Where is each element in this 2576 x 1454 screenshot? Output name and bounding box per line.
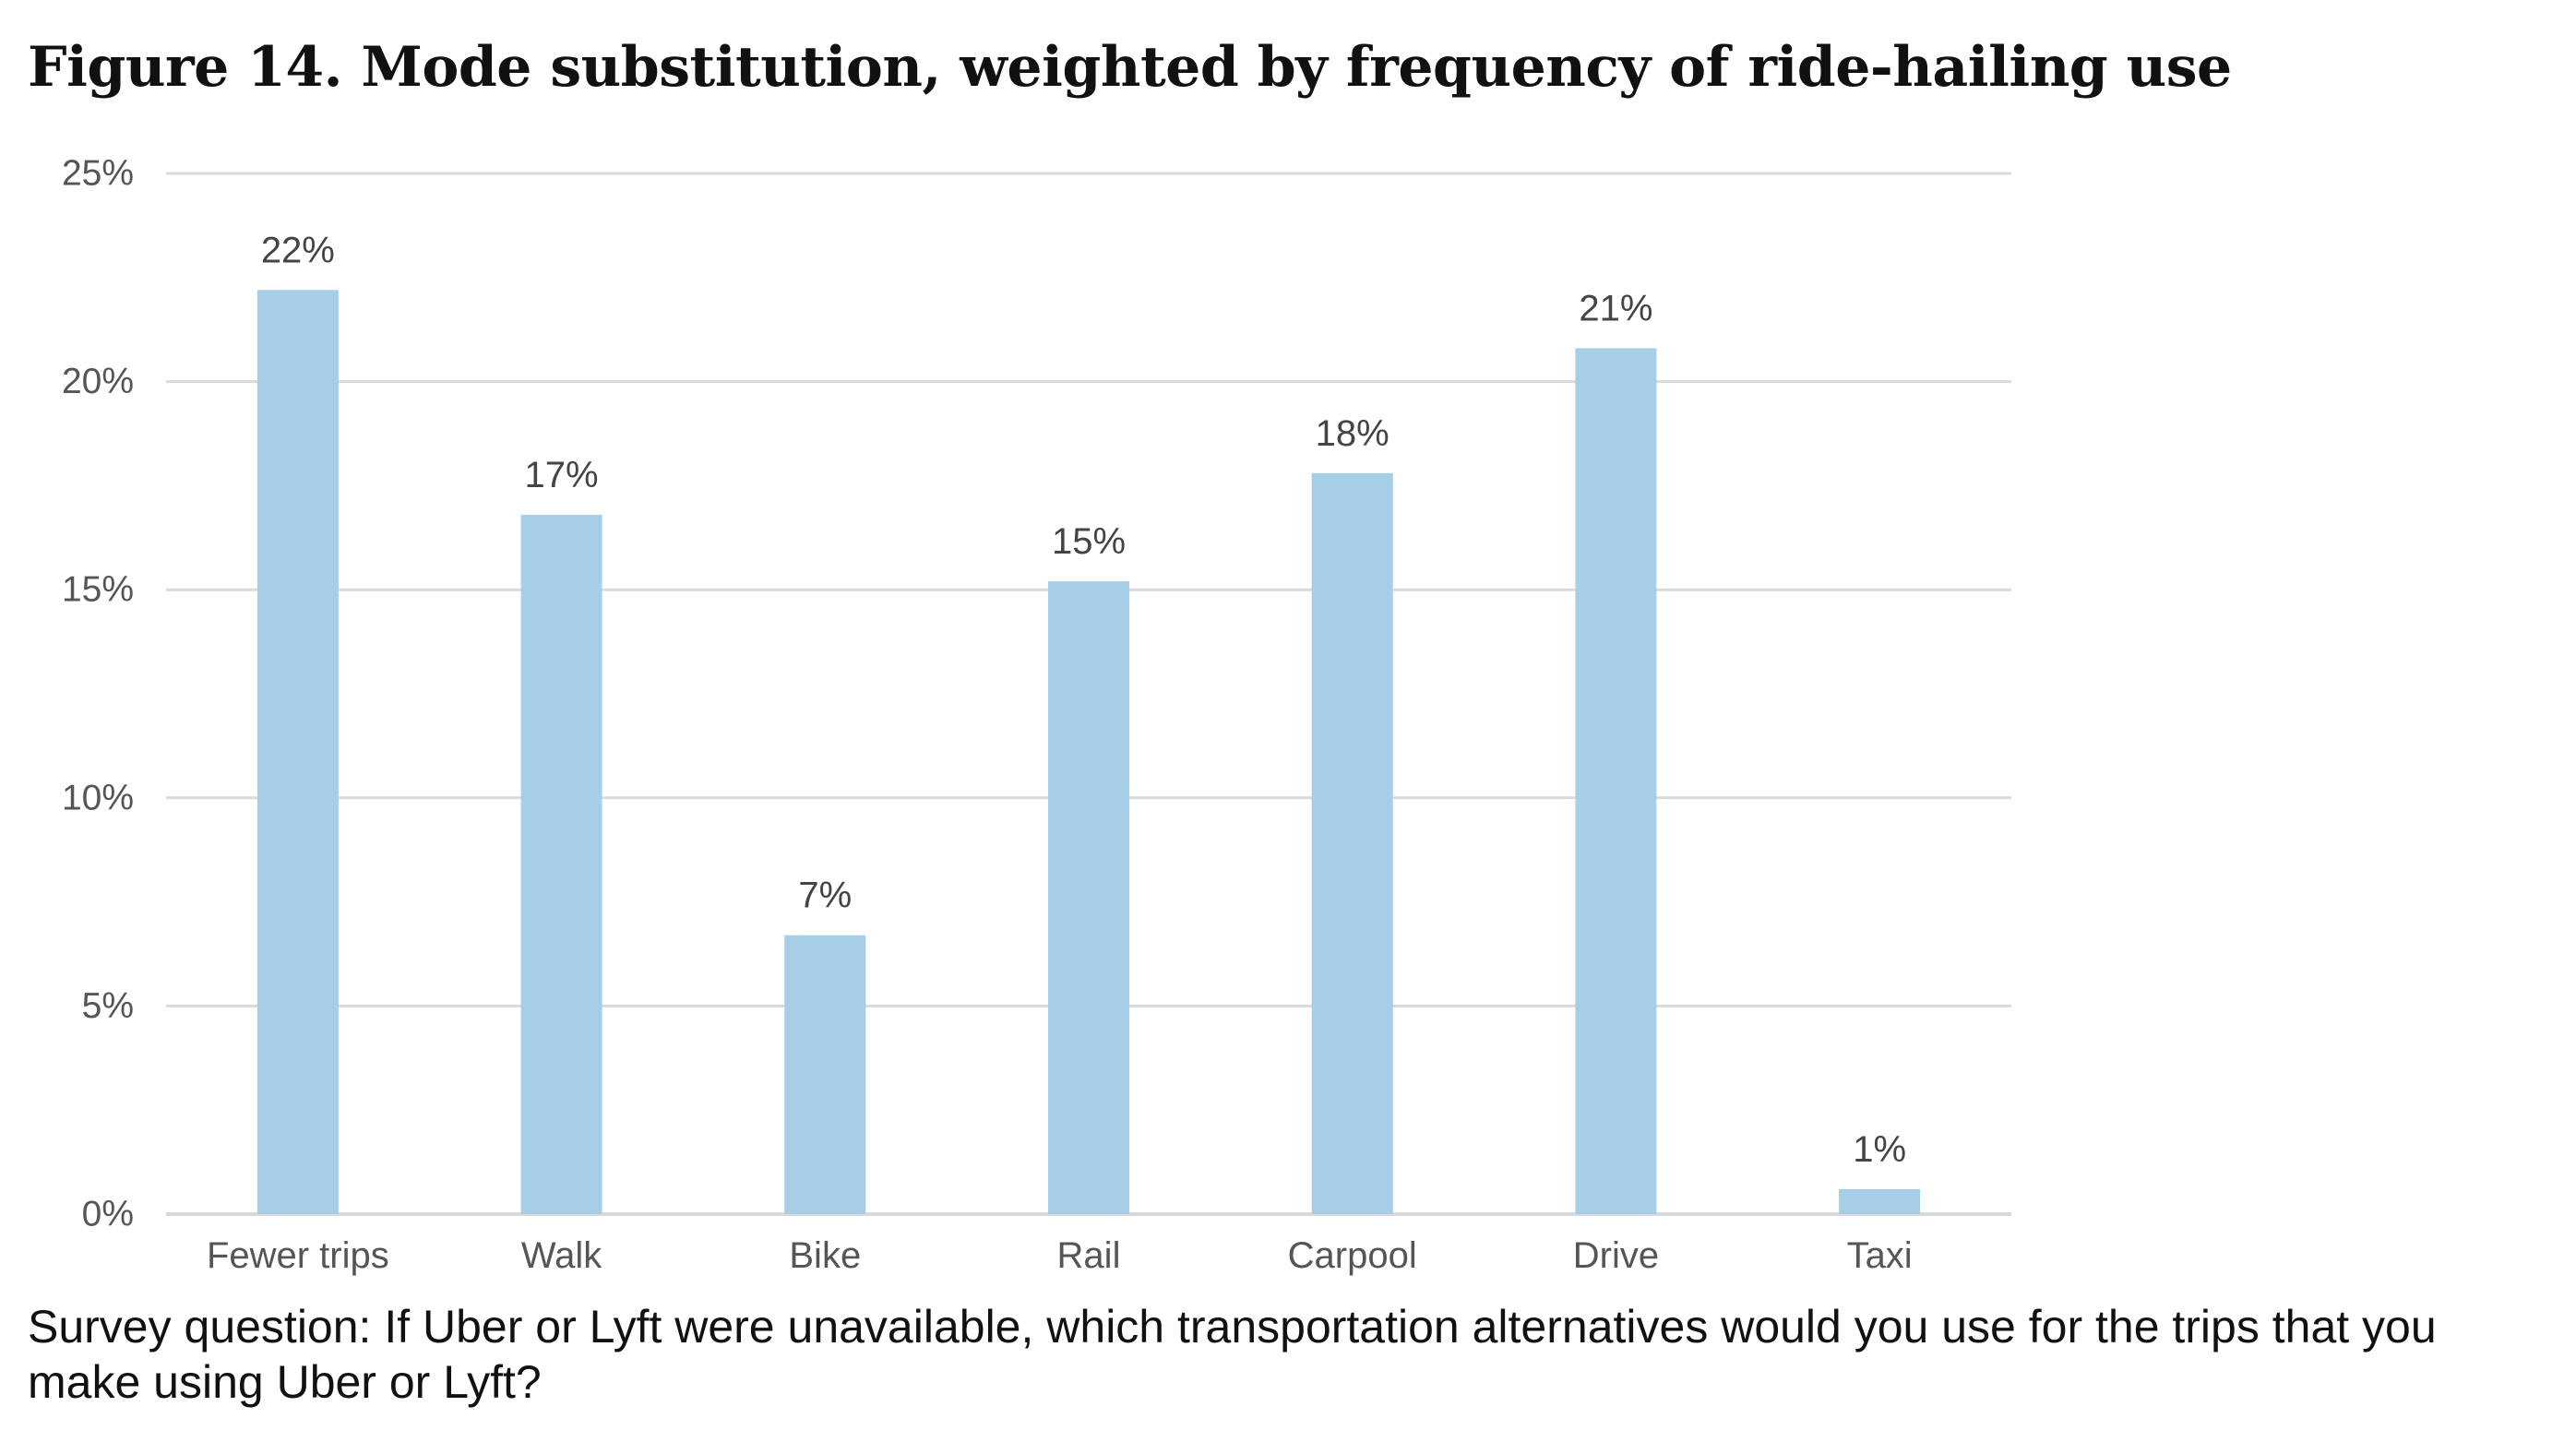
x-category-label: Carpool — [1288, 1235, 1417, 1276]
x-category-label: Bike — [789, 1235, 861, 1276]
y-tick-label: 0% — [82, 1195, 134, 1234]
y-axis-tick-labels: 0% 5% 10% 15% 20% 25% — [62, 154, 134, 1234]
bar — [256, 290, 339, 1214]
bar — [784, 935, 866, 1214]
data-label: 7% — [798, 876, 852, 916]
data-label: 15% — [1052, 521, 1126, 562]
y-tick-label: 25% — [62, 154, 134, 194]
bar — [1048, 581, 1129, 1214]
bar — [1839, 1188, 1921, 1214]
data-label: 22% — [261, 230, 335, 270]
y-tick-label: 10% — [62, 778, 134, 817]
x-category-label: Walk — [521, 1235, 602, 1276]
figure-title: Figure 14. Mode substitution, weighted b… — [28, 35, 2232, 100]
data-label: 21% — [1579, 289, 1652, 329]
x-category-label: Fewer trips — [207, 1235, 389, 1276]
x-category-label: Taxi — [1847, 1235, 1913, 1276]
bar — [520, 514, 602, 1214]
data-label: 18% — [1316, 413, 1389, 454]
y-tick-label: 15% — [62, 570, 134, 610]
data-label: 1% — [1853, 1129, 1906, 1170]
x-category-label: Rail — [1057, 1235, 1121, 1276]
bars — [256, 290, 1921, 1214]
y-tick-label: 5% — [82, 986, 134, 1026]
bar — [1575, 348, 1657, 1214]
data-labels: 22% 17% 7% 15% 18% 21% 1% — [261, 230, 1906, 1170]
figure-caption: Survey question: If Uber or Lyft were un… — [28, 1301, 2437, 1408]
bar-chart: 0% 5% 10% 15% 20% 25% 22% 17% 7% 15% 18% 21% 1% Few… — [62, 154, 2011, 1276]
bar — [1311, 472, 1393, 1214]
data-label: 17% — [525, 455, 599, 495]
x-axis-category-labels: Fewer trips Walk Bike Rail Carpool Drive Taxi — [207, 1235, 1913, 1276]
x-category-label: Drive — [1573, 1235, 1659, 1276]
y-tick-label: 20% — [62, 362, 134, 401]
